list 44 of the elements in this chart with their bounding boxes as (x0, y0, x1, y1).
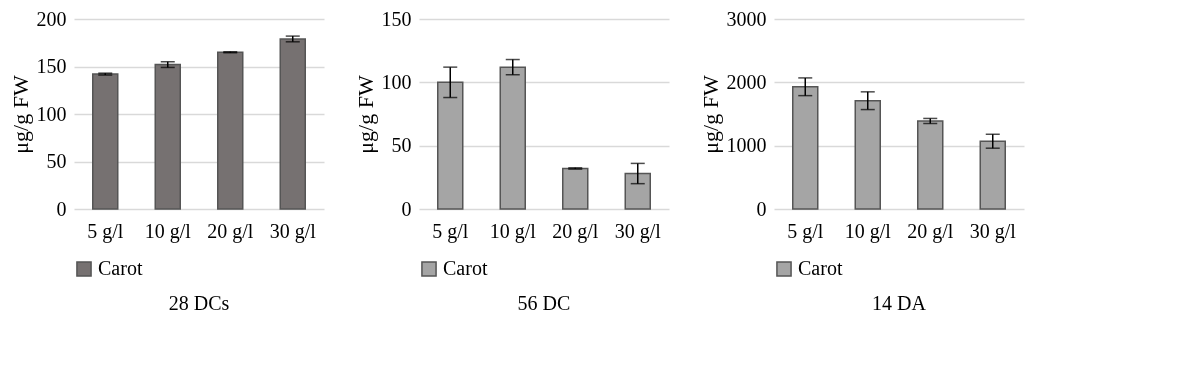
y-axis-title: μg/g FW (7, 75, 33, 154)
y-axis-title: μg/g FW (697, 75, 723, 154)
x-tick-label: 30 g/l (269, 219, 317, 243)
y-tick-label: 0 (756, 197, 767, 220)
x-tick-label: 5 g/l (87, 219, 124, 243)
bar (854, 99, 881, 210)
legend-label: Carot (443, 257, 488, 279)
text: 28 DCs (168, 292, 230, 314)
x-tick-label: 5 g/l (787, 219, 824, 243)
x-tick-label: 10 g/l (489, 219, 537, 243)
bar (624, 172, 651, 210)
legend-label: Carot (798, 257, 843, 279)
y-tick-label: 50 (46, 150, 67, 172)
bar (437, 81, 464, 210)
y-axis-title: μg/g FW (352, 75, 378, 154)
y-tick-label: 200 (36, 7, 67, 30)
y-tick-label: 0 (401, 197, 412, 220)
bar (979, 140, 1006, 210)
bar (792, 86, 819, 210)
x-tick-label: 20 g/l (907, 219, 954, 243)
bar (92, 73, 119, 210)
x-tick-label: 30 g/l (969, 219, 1017, 243)
y-tick-label: 100 (381, 70, 412, 93)
y-tick-label: 2000 (726, 70, 767, 93)
legend-label: Carot (98, 257, 143, 279)
y-tick-label: 50 (391, 134, 412, 157)
x-tick-label: 20 g/l (552, 219, 599, 243)
text: 14 DA (872, 292, 927, 314)
x-tick-label: 20 g/l (207, 219, 254, 243)
bar (217, 51, 244, 210)
y-tick-label: 100 (36, 102, 67, 125)
y-tick-label: 1000 (726, 134, 767, 157)
y-tick-label: 0 (56, 197, 67, 220)
x-tick-label: 30 g/l (614, 219, 662, 243)
bar (154, 63, 181, 210)
y-tick-label: 150 (36, 55, 67, 77)
text: 56 DC (517, 292, 571, 314)
y-tick-label: 3000 (726, 7, 767, 30)
x-tick-label: 10 g/l (844, 219, 892, 243)
bar (562, 167, 589, 210)
x-tick-label: 10 g/l (144, 219, 192, 243)
bar (499, 66, 526, 210)
x-tick-label: 5 g/l (432, 219, 469, 243)
y-tick-label: 150 (381, 7, 412, 30)
